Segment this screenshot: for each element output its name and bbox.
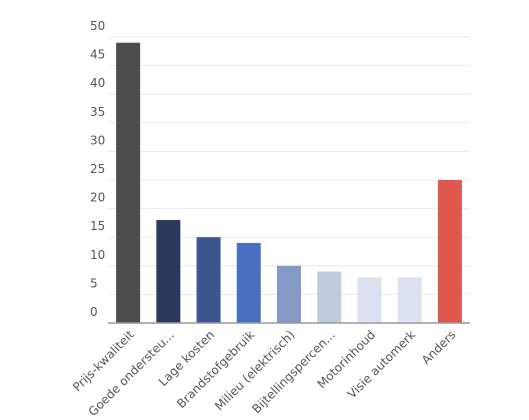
y-tick-label: 40 xyxy=(90,76,105,90)
bar xyxy=(397,277,422,323)
x-tick-label: Visie automerk xyxy=(345,328,419,402)
bar xyxy=(277,265,301,323)
y-tick-label: 35 xyxy=(90,105,105,119)
y-tick-label: 0 xyxy=(90,305,98,319)
y-tick-label: 30 xyxy=(90,133,105,147)
y-tick-label: 10 xyxy=(90,248,105,262)
y-tick-label: 25 xyxy=(90,162,105,176)
bar xyxy=(156,220,181,323)
bar xyxy=(236,242,261,323)
bar xyxy=(196,237,221,323)
bar xyxy=(317,271,342,323)
bar xyxy=(357,277,382,323)
y-tick-label: 15 xyxy=(90,219,105,233)
y-tick-label: 50 xyxy=(90,19,105,33)
y-tick-label: 20 xyxy=(90,191,105,205)
y-tick-label: 45 xyxy=(90,48,105,62)
bar xyxy=(116,42,141,323)
y-tick-label: 5 xyxy=(90,276,98,290)
bar xyxy=(437,180,462,323)
x-tick-label: Anders xyxy=(419,328,459,368)
